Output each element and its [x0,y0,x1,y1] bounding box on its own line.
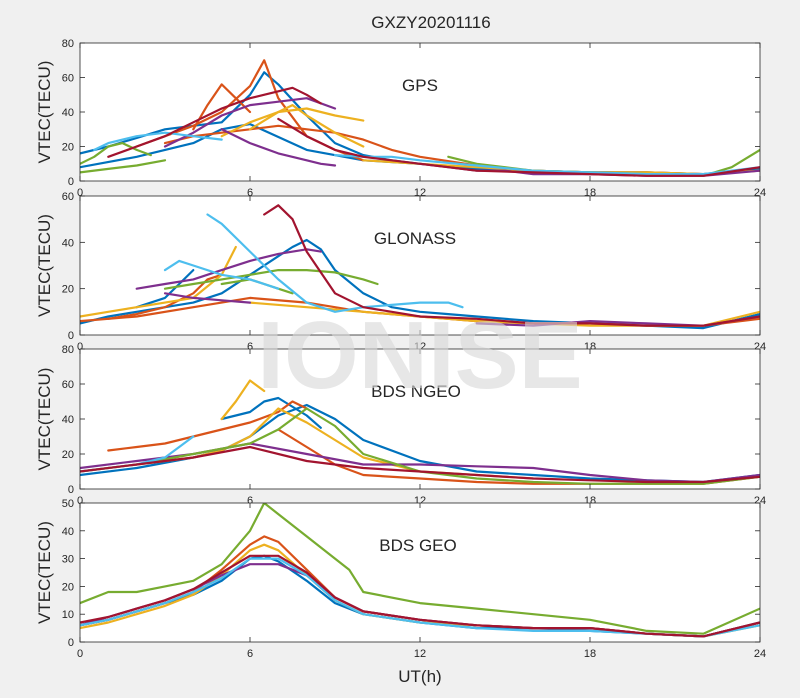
x-tick-label: 12 [414,648,426,660]
series-line-10 [163,269,379,290]
panel-title: GPS [402,76,438,95]
panel-title: BDS NGEO [371,382,461,401]
series-line-5 [80,503,760,635]
y-tick-label: 0 [68,176,74,188]
plot-area [80,43,760,181]
y-tick-label: 0 [68,330,74,342]
y-tick-label: 0 [68,484,74,496]
series-line-16 [333,154,760,176]
series-line-1 [80,238,760,330]
y-tick-label: 30 [62,554,74,566]
series-line-6 [220,379,266,421]
y-axis-label: VTEC(TECU) [35,521,54,624]
x-tick-label: 0 [77,341,83,353]
x-tick-label: 6 [247,341,253,353]
series-line-7 [80,554,760,638]
series-line-3 [107,400,308,452]
series-line-18 [277,117,760,177]
y-tick-label: 80 [62,38,74,50]
subplot-4: 0 6 12 18 24 0 10 20 30 40 50 VTEC(TECU) BDS GEO [35,498,766,660]
x-tick-label: 6 [247,187,253,199]
series-line-10 [80,445,760,484]
watermark: IONISE [257,302,582,409]
y-tick-label: 20 [62,142,74,154]
series-group [80,503,760,638]
y-tick-label: 20 [62,449,74,461]
series-line-2 [220,396,322,429]
x-tick-label: 0 [77,187,83,199]
series-line-7 [135,248,322,290]
series-line-6 [220,107,365,138]
series-line-13 [80,159,167,174]
series-line-7 [248,103,365,148]
x-tick-label: 6 [247,495,253,507]
series-line-8 [163,292,252,304]
series-line-14 [263,204,760,327]
y-tick-label: 20 [62,581,74,593]
y-tick-label: 40 [62,237,74,249]
x-tick-label: 24 [754,648,766,660]
x-tick-label: 0 [77,495,83,507]
y-tick-label: 60 [62,379,74,391]
y-tick-label: 40 [62,107,74,119]
y-tick-label: 80 [62,344,74,356]
series-line-15 [93,131,223,151]
y-tick-label: 10 [62,609,74,621]
y-tick-label: 60 [62,73,74,85]
x-tick-label: 6 [247,648,253,660]
x-tick-label: 0 [77,648,83,660]
y-tick-label: 20 [62,284,74,296]
series-line-9 [163,97,337,148]
y-axis-label: VTEC(TECU) [35,214,54,317]
series-group [80,204,760,330]
plot-area [80,349,760,489]
figure-title: GXZY20201116 [371,13,490,32]
series-line-2 [135,269,195,309]
series-line-17 [107,86,322,158]
panel-title: BDS GEO [379,536,456,555]
y-tick-label: 0 [68,637,74,649]
series-line-6 [80,557,760,638]
y-tick-label: 40 [62,414,74,426]
x-axis-label: UT(h) [398,667,441,686]
series-group [80,379,760,485]
y-axis-label: VTEC(TECU) [35,61,54,164]
series-line-10 [220,128,337,167]
y-tick-label: 50 [62,498,74,510]
plot-area [80,503,760,642]
y-axis-label: VTEC(TECU) [35,368,54,471]
series-line-8 [80,407,760,485]
series-line-12 [80,142,152,165]
y-tick-label: 40 [62,526,74,538]
series-line-13 [163,259,280,290]
series-line-12 [206,213,464,313]
x-tick-label: 18 [584,648,596,660]
panel-title: GLONASS [374,229,456,248]
y-tick-label: 60 [62,191,74,203]
series-group [80,59,760,177]
